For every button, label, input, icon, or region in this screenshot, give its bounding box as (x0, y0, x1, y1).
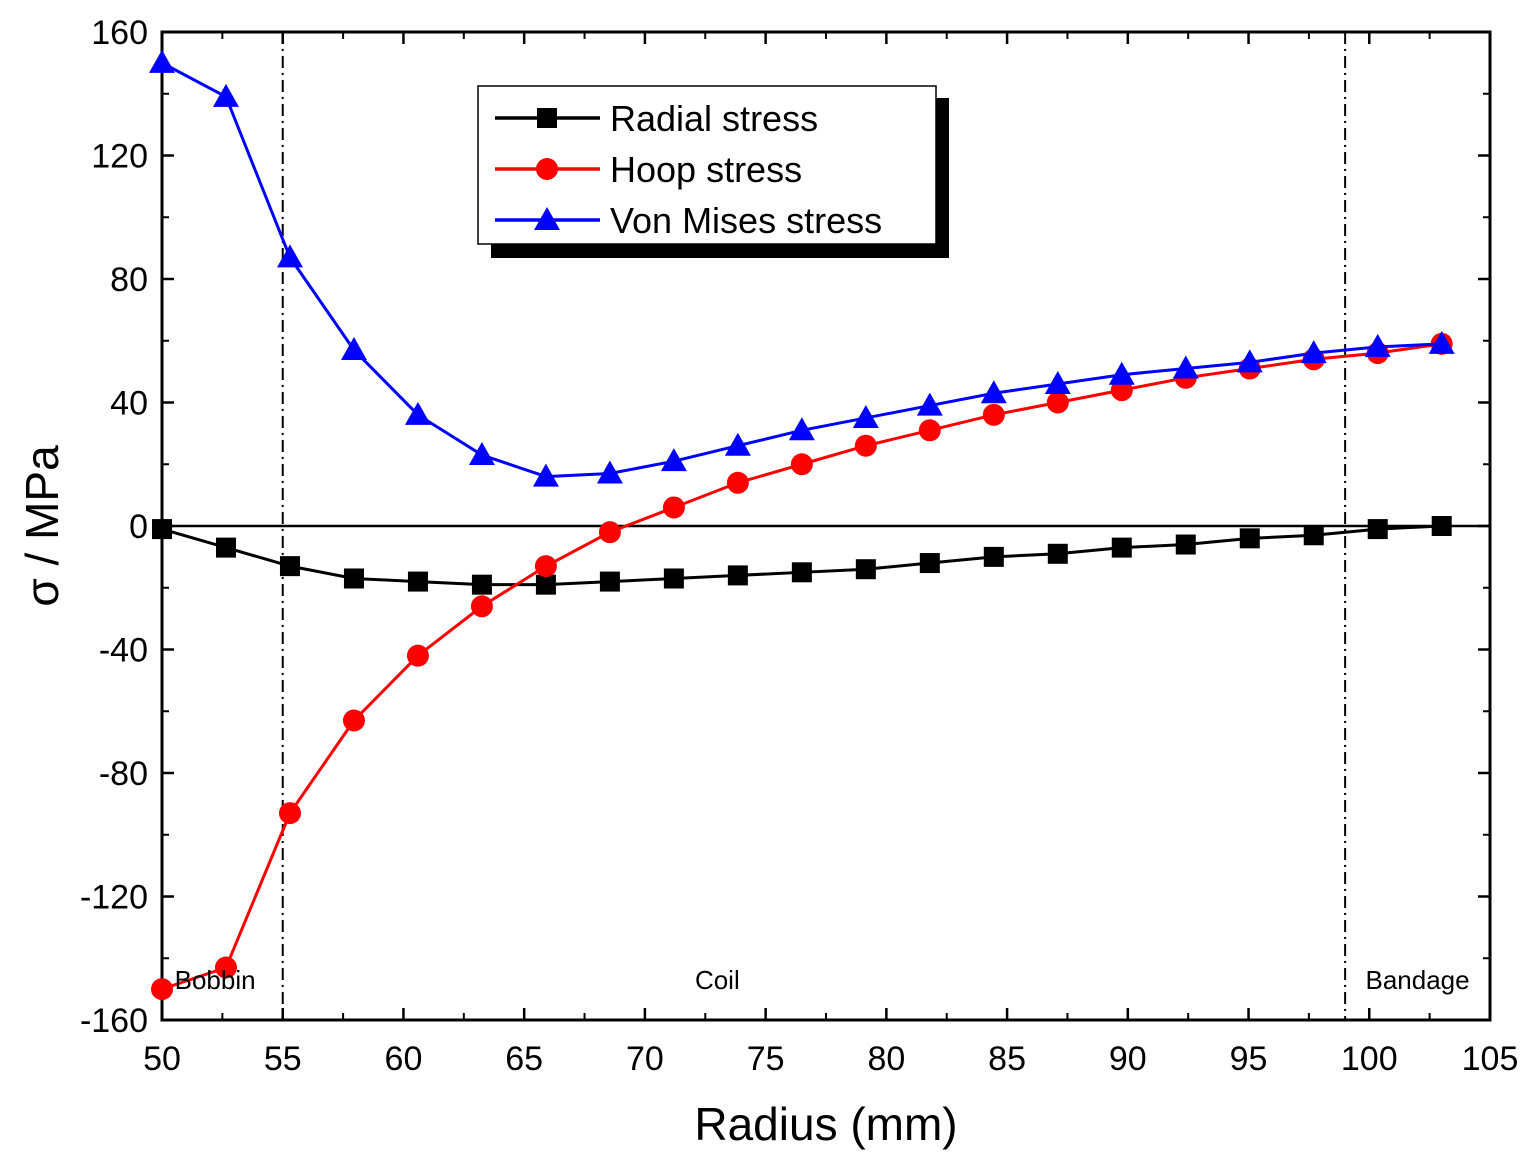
x-tick-label: 50 (143, 1040, 181, 1078)
data-point (278, 802, 301, 825)
legend-label: Radial stress (610, 98, 818, 139)
data-point (406, 644, 429, 667)
data-point (918, 419, 941, 442)
data-point (1300, 340, 1327, 364)
data-point (151, 978, 173, 1001)
legend-label: Hoop stress (610, 149, 802, 190)
data-point (790, 453, 813, 476)
y-tick-label: -40 (99, 632, 148, 670)
data-point (660, 448, 687, 472)
data-point (1303, 525, 1324, 546)
data-point (1431, 516, 1452, 536)
region-label-coil: Coil (695, 965, 740, 995)
data-point (535, 574, 556, 595)
legend: Radial stress Hoop stress Von Mises stress (477, 85, 949, 258)
series-radial-stress (152, 516, 1452, 595)
data-point (149, 49, 175, 73)
data-point (791, 562, 812, 583)
data-point (919, 553, 940, 574)
data-point (407, 571, 428, 592)
x-tick-label: 95 (1230, 1040, 1268, 1078)
data-point (152, 519, 172, 540)
y-tick-label: 0 (129, 508, 148, 546)
data-point (1236, 349, 1263, 373)
x-tick-label: 60 (385, 1040, 423, 1078)
y-tick-label: 120 (91, 138, 148, 176)
data-point (1428, 330, 1455, 354)
data-point (343, 568, 364, 589)
x-tick-label: 65 (505, 1040, 543, 1078)
y-tick-label: -160 (80, 1002, 148, 1040)
data-point (980, 380, 1007, 404)
data-point (852, 404, 879, 428)
region-label-bandage: Bandage (1366, 965, 1470, 995)
data-point (854, 434, 877, 457)
data-point (214, 956, 237, 979)
data-point (1111, 537, 1132, 558)
x-tick-label: 70 (626, 1040, 664, 1078)
data-point (663, 568, 684, 589)
data-point (534, 555, 557, 578)
data-point (279, 556, 300, 577)
data-point (1367, 519, 1388, 540)
data-point (532, 463, 559, 487)
y-tick-label: -120 (80, 879, 148, 917)
data-point (1239, 528, 1260, 549)
y-axis-title: σ / MPa (16, 445, 68, 607)
data-point (1047, 543, 1068, 564)
data-point (1172, 355, 1199, 379)
x-tick-label: 80 (867, 1040, 905, 1078)
data-point (340, 337, 367, 361)
data-point (788, 417, 815, 441)
x-axis-title: Radius (mm) (694, 1098, 957, 1150)
data-point (468, 441, 495, 465)
data-point (982, 403, 1005, 426)
legend-marker (534, 207, 560, 230)
data-point (916, 392, 943, 416)
data-point (404, 401, 431, 425)
x-tick-label: 100 (1341, 1040, 1398, 1078)
x-tick-label: 55 (264, 1040, 302, 1078)
x-tick-label: 105 (1462, 1040, 1519, 1078)
data-point (342, 709, 365, 732)
x-tick-label: 75 (747, 1040, 785, 1078)
y-tick-label: 80 (110, 261, 148, 299)
data-point (1044, 370, 1071, 394)
data-series (149, 49, 1455, 1001)
y-tick-label: 160 (91, 14, 148, 52)
x-tick-label: 85 (988, 1040, 1026, 1078)
data-point (1108, 361, 1135, 385)
y-tick-label: -80 (99, 755, 148, 793)
data-point (212, 83, 239, 107)
legend-marker (537, 108, 557, 128)
series-von-mises-stress (149, 49, 1455, 487)
reference-lines (162, 32, 1490, 1020)
region-label-bobbin: Bobbin (175, 965, 256, 995)
axis-labels: 50 55 60 65 70 75 80 85 90 95 100 105 -160 -120 -80 -40… (80, 14, 1518, 1078)
data-point (855, 559, 876, 580)
data-point (276, 244, 303, 268)
data-point (471, 574, 492, 595)
data-point (1364, 333, 1391, 357)
data-point (1175, 534, 1196, 555)
data-point (598, 521, 621, 544)
data-point (215, 537, 236, 558)
data-point (596, 460, 623, 484)
data-point (1046, 391, 1069, 414)
x-tick-label: 90 (1109, 1040, 1147, 1078)
data-point (470, 595, 493, 618)
axis-ticks (160, 30, 1492, 1022)
legend-marker (536, 158, 558, 180)
data-point (599, 571, 620, 592)
data-point (983, 546, 1004, 567)
legend-label: Von Mises stress (610, 200, 882, 241)
data-point (662, 496, 685, 519)
y-tick-label: 40 (110, 385, 148, 423)
data-point (724, 432, 751, 456)
data-point (727, 565, 748, 586)
data-point (726, 471, 749, 494)
